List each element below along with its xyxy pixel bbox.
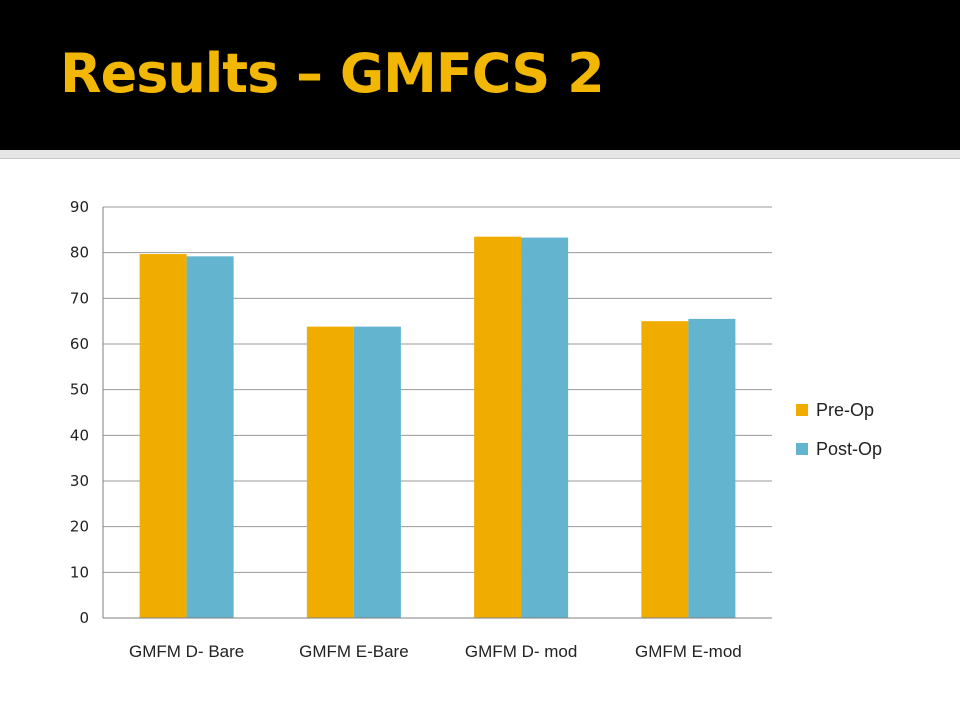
y-tick-label: 30 [70, 472, 89, 490]
y-tick-label: 70 [70, 289, 89, 307]
bars [139, 236, 736, 618]
x-category-label: GMFM E-mod [635, 642, 742, 661]
bar-post-op-1 [353, 326, 401, 618]
title-divider [0, 150, 960, 159]
bar-post-op-0 [186, 256, 234, 618]
legend: Pre-Op Post-Op [796, 400, 882, 459]
x-category-labels: GMFM D- Bare GMFM E-Bare GMFM D- mod GMFM E… [129, 642, 742, 661]
bar-post-op-2 [521, 237, 569, 618]
slide-title: Results – GMFCS 2 [60, 42, 605, 105]
y-tick-label: 90 [70, 198, 89, 216]
legend-label: Post-Op [816, 439, 882, 459]
x-category-label: GMFM D- mod [465, 642, 577, 661]
bar-pre-op-0 [139, 254, 187, 618]
x-category-label: GMFM E-Bare [299, 642, 409, 661]
y-tick-label: 20 [70, 518, 89, 536]
legend-swatch [796, 404, 808, 416]
legend-swatch [796, 443, 808, 455]
y-tick-label: 0 [79, 609, 89, 627]
legend-label: Pre-Op [816, 400, 874, 420]
title-bar [0, 0, 960, 150]
y-tick-label: 50 [70, 381, 89, 399]
axes [102, 207, 772, 619]
y-tick-label: 40 [70, 426, 89, 444]
bar-pre-op-2 [474, 236, 522, 618]
y-tick-label: 80 [70, 244, 89, 262]
bar-pre-op-1 [306, 326, 354, 618]
bar-pre-op-3 [641, 321, 689, 618]
bar-post-op-3 [688, 318, 736, 618]
y-tick-label: 10 [70, 563, 89, 581]
y-tick-label: 60 [70, 335, 89, 353]
y-tick-labels: 0 10 20 30 40 50 60 70 80 90 [70, 198, 89, 627]
x-category-label: GMFM D- Bare [129, 642, 244, 661]
